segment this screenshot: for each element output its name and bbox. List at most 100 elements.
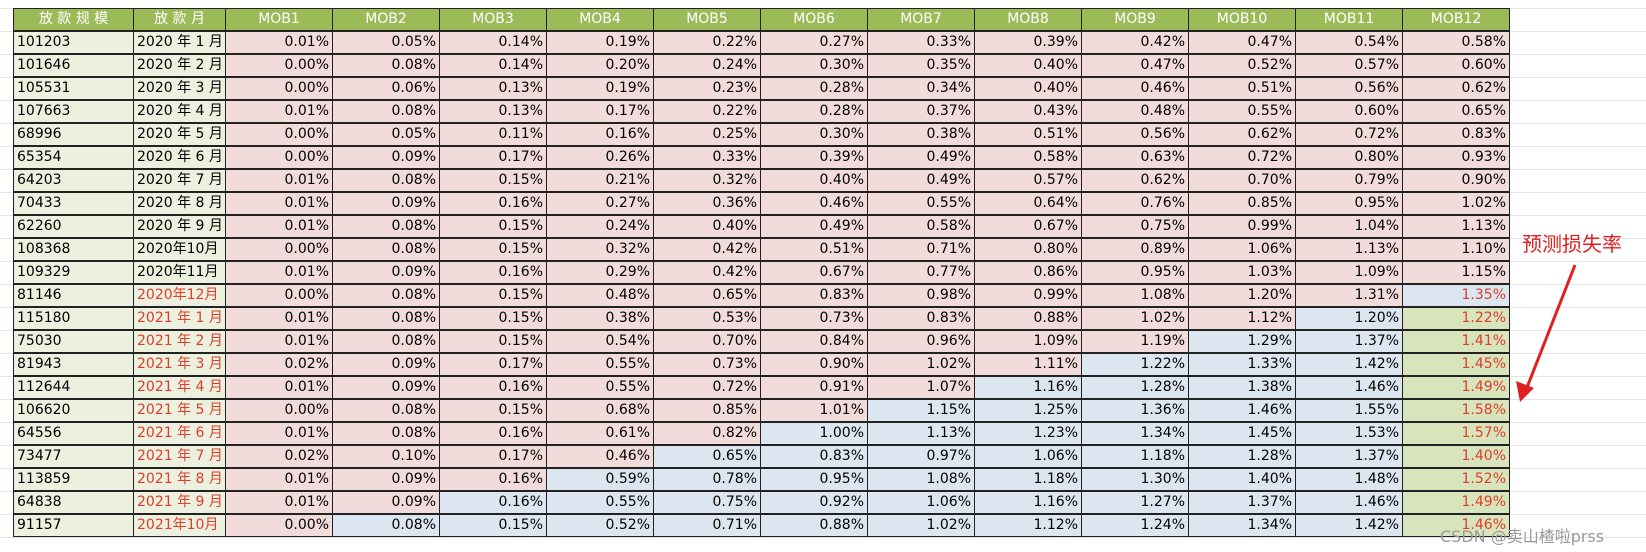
month-cell: 2020 年 9 月: [133, 215, 226, 238]
arrow: [1524, 264, 1577, 391]
value-cell: 0.64%: [974, 192, 1082, 215]
month-cell: 2020年12月: [133, 284, 226, 307]
value-cell: 0.05%: [332, 123, 440, 146]
value-cell: 0.83%: [867, 307, 975, 330]
value-cell: 0.01%: [225, 169, 333, 192]
value-cell: 1.23%: [974, 422, 1082, 445]
value-cell: 0.22%: [653, 100, 761, 123]
month-cell: 2021年10月: [133, 514, 226, 537]
size-cell: 112644: [13, 376, 134, 399]
value-cell: 1.02%: [1402, 192, 1510, 215]
value-cell: 0.83%: [1402, 123, 1510, 146]
value-cell: 1.53%: [1295, 422, 1403, 445]
value-cell: 0.14%: [439, 54, 547, 77]
month-cell: 2020 年 1 月: [133, 31, 226, 54]
value-cell: 1.34%: [1188, 514, 1296, 537]
value-cell: 0.83%: [760, 284, 868, 307]
value-cell: 0.49%: [760, 215, 868, 238]
value-cell: 0.90%: [760, 353, 868, 376]
value-cell: 0.40%: [653, 215, 761, 238]
value-cell: 0.16%: [439, 261, 547, 284]
value-cell: 0.15%: [439, 399, 547, 422]
value-cell: 0.88%: [760, 514, 868, 537]
value-cell: 0.09%: [332, 491, 440, 514]
value-cell: 0.42%: [1081, 31, 1189, 54]
value-cell: 1.19%: [1081, 330, 1189, 353]
value-cell: 0.01%: [225, 491, 333, 514]
value-cell: 0.46%: [760, 192, 868, 215]
value-cell: 0.08%: [332, 307, 440, 330]
value-cell: 1.01%: [760, 399, 868, 422]
value-cell: 0.28%: [760, 77, 868, 100]
value-cell: 0.09%: [332, 468, 440, 491]
value-cell: 0.67%: [974, 215, 1082, 238]
value-cell: 0.38%: [546, 307, 654, 330]
header-cell: MOB11: [1295, 8, 1403, 31]
value-cell: 0.40%: [974, 77, 1082, 100]
value-cell: 0.01%: [225, 31, 333, 54]
value-cell: 1.10%: [1402, 238, 1510, 261]
value-cell: 1.20%: [1188, 284, 1296, 307]
value-cell: 0.39%: [974, 31, 1082, 54]
value-cell: 0.30%: [760, 54, 868, 77]
value-cell: 0.48%: [546, 284, 654, 307]
value-cell: 1.09%: [974, 330, 1082, 353]
value-cell: 1.46%: [1402, 514, 1510, 537]
value-cell: 0.65%: [1402, 100, 1510, 123]
value-cell: 1.06%: [1188, 238, 1296, 261]
month-cell: 2021 年 9 月: [133, 491, 226, 514]
value-cell: 0.08%: [332, 54, 440, 77]
value-cell: 0.42%: [653, 238, 761, 261]
month-cell: 2020 年 4 月: [133, 100, 226, 123]
value-cell: 0.36%: [653, 192, 761, 215]
size-cell: 105531: [13, 77, 134, 100]
value-cell: 0.34%: [867, 77, 975, 100]
value-cell: 0.19%: [546, 31, 654, 54]
value-cell: 0.15%: [439, 215, 547, 238]
value-cell: 0.62%: [1402, 77, 1510, 100]
arrow-head: [1516, 381, 1534, 402]
value-cell: 0.29%: [546, 261, 654, 284]
month-cell: 2020 年 6 月: [133, 146, 226, 169]
size-cell: 64838: [13, 491, 134, 514]
value-cell: 0.68%: [546, 399, 654, 422]
value-cell: 0.55%: [546, 353, 654, 376]
value-cell: 0.15%: [439, 169, 547, 192]
value-cell: 0.55%: [867, 192, 975, 215]
value-cell: 0.33%: [867, 31, 975, 54]
value-cell: 0.13%: [439, 77, 547, 100]
value-cell: 1.13%: [1295, 238, 1403, 261]
value-cell: 0.60%: [1402, 54, 1510, 77]
value-cell: 0.62%: [1188, 123, 1296, 146]
value-cell: 1.00%: [760, 422, 868, 445]
value-cell: 0.10%: [332, 445, 440, 468]
value-cell: 1.13%: [1402, 215, 1510, 238]
value-cell: 1.49%: [1402, 491, 1510, 514]
size-cell: 70433: [13, 192, 134, 215]
value-cell: 1.02%: [867, 514, 975, 537]
value-cell: 0.51%: [974, 123, 1082, 146]
value-cell: 0.24%: [653, 54, 761, 77]
header-cell: MOB3: [439, 8, 547, 31]
value-cell: 0.63%: [1081, 146, 1189, 169]
value-cell: 1.12%: [974, 514, 1082, 537]
value-cell: 0.61%: [546, 422, 654, 445]
size-cell: 115180: [13, 307, 134, 330]
value-cell: 0.08%: [332, 514, 440, 537]
value-cell: 0.72%: [653, 376, 761, 399]
value-cell: 1.03%: [1188, 261, 1296, 284]
value-cell: 0.51%: [1188, 77, 1296, 100]
value-cell: 0.95%: [760, 468, 868, 491]
value-cell: 0.58%: [1402, 31, 1510, 54]
value-cell: 0.71%: [653, 514, 761, 537]
value-cell: 0.86%: [974, 261, 1082, 284]
value-cell: 1.12%: [1188, 307, 1296, 330]
header-cell: MOB12: [1402, 8, 1510, 31]
value-cell: 1.08%: [1081, 284, 1189, 307]
value-cell: 0.82%: [653, 422, 761, 445]
size-cell: 75030: [13, 330, 134, 353]
value-cell: 0.08%: [332, 399, 440, 422]
value-cell: 1.30%: [1081, 468, 1189, 491]
value-cell: 0.47%: [1081, 54, 1189, 77]
